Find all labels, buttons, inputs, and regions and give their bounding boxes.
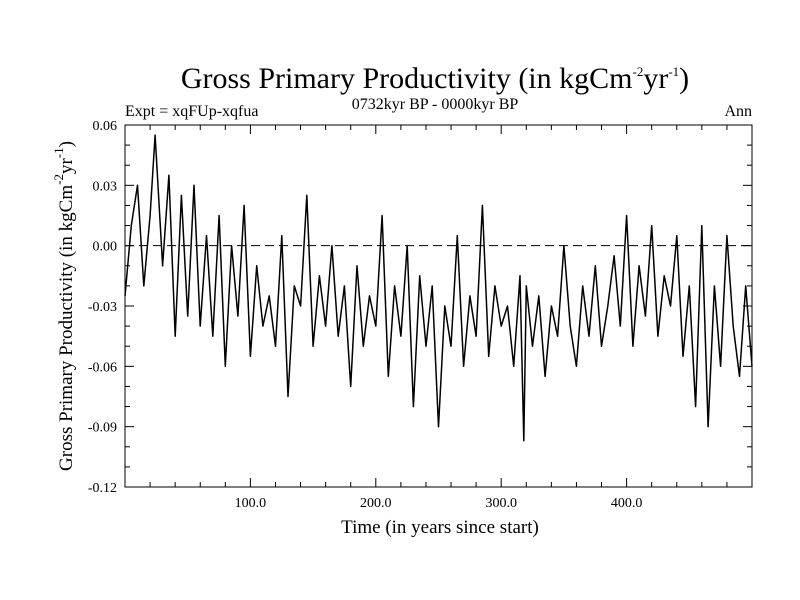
x-tick-label: 400.0 xyxy=(611,496,643,511)
y-tick-label: 0.06 xyxy=(93,119,118,134)
y-tick-label: -0.09 xyxy=(88,421,117,436)
y-tick-label: 0.03 xyxy=(93,179,118,194)
x-tick-label: 100.0 xyxy=(235,496,267,511)
ticks-layer xyxy=(125,124,752,488)
chart-title: Gross Primary Productivity (in kgCm-2yr-… xyxy=(181,62,689,95)
experiment-label: Expt = xqFUp-xqfua xyxy=(125,103,258,120)
y-tick-label: 0.00 xyxy=(93,240,118,255)
y-tick-label: -0.06 xyxy=(88,360,117,375)
x-tick-label: 300.0 xyxy=(485,496,517,511)
y-tick-label: -0.03 xyxy=(88,300,117,315)
season-label: Ann xyxy=(724,103,752,120)
tick-labels-layer: 100.0 200.0 300.0 400.0 -0.12 -0.09 -0.06 -0.03… xyxy=(88,119,643,511)
x-axis-label: Time (in years since start) xyxy=(341,517,539,538)
plot-frame xyxy=(124,124,753,488)
x-tick-label: 200.0 xyxy=(360,496,392,511)
y-axis-label: Gross Primary Productivity (in kgCm-2yr-… xyxy=(51,141,77,471)
y-tick-label: -0.12 xyxy=(88,481,117,496)
period-label: 0732kyr BP - 0000kyr BP xyxy=(352,96,519,113)
series-line xyxy=(124,134,753,442)
